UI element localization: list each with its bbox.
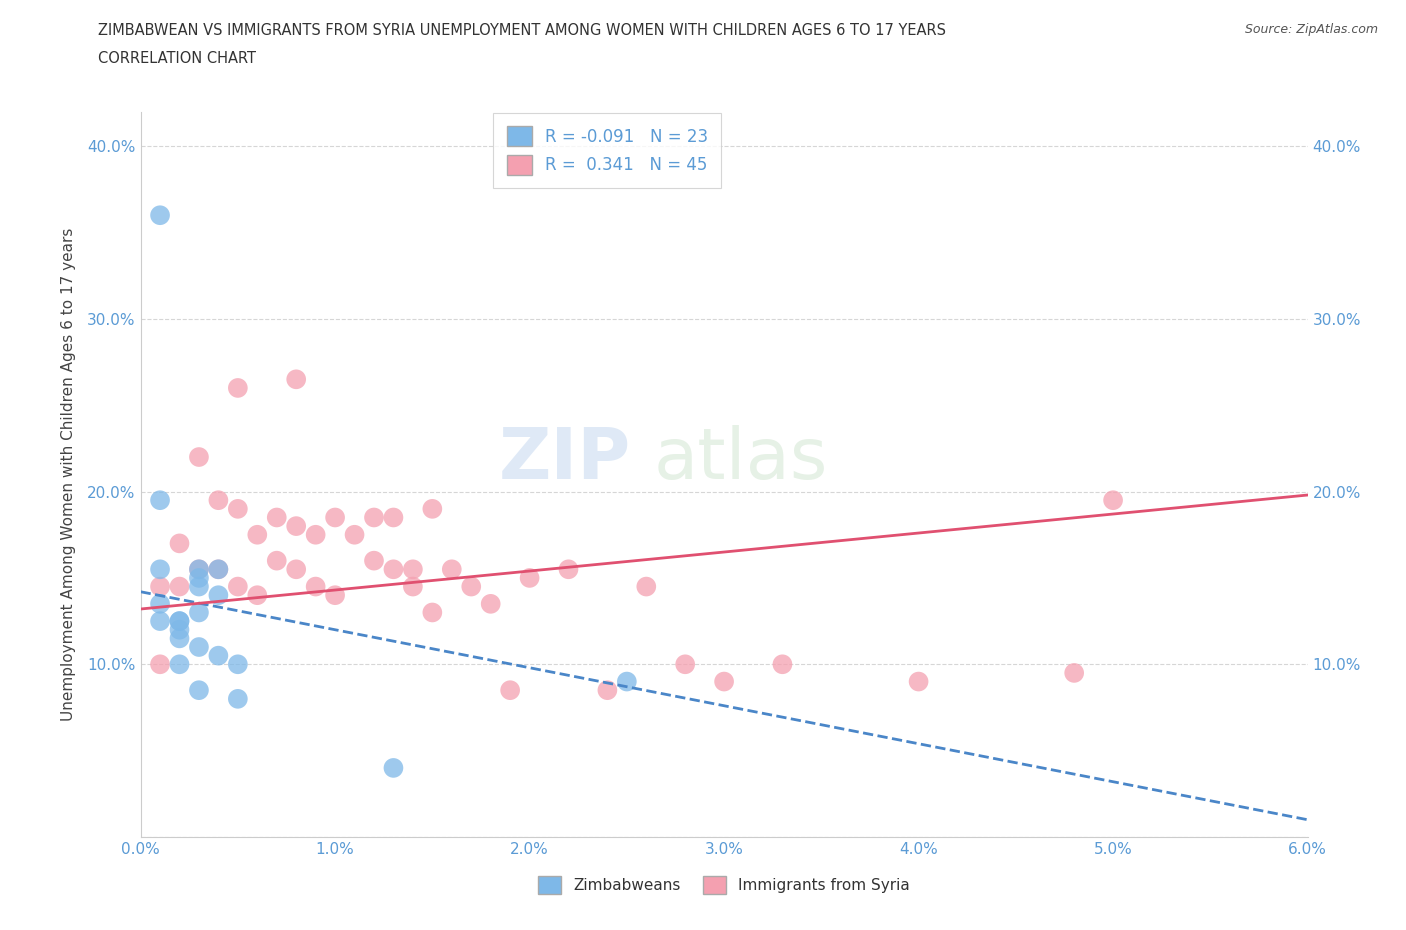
Point <box>188 449 211 464</box>
Point <box>169 614 191 629</box>
Point <box>616 674 638 689</box>
Point <box>323 588 346 603</box>
Point <box>169 631 191 645</box>
Point <box>226 501 249 516</box>
Point <box>169 622 191 637</box>
Point <box>460 579 482 594</box>
Point <box>188 579 211 594</box>
Point <box>402 579 425 594</box>
Point <box>285 519 308 534</box>
Text: ZIMBABWEAN VS IMMIGRANTS FROM SYRIA UNEMPLOYMENT AMONG WOMEN WITH CHILDREN AGES : ZIMBABWEAN VS IMMIGRANTS FROM SYRIA UNEM… <box>98 23 946 38</box>
Point <box>266 553 288 568</box>
Point <box>422 501 444 516</box>
Point <box>169 657 191 671</box>
Point <box>207 588 229 603</box>
Point <box>440 562 463 577</box>
Point <box>266 510 288 525</box>
Text: Source: ZipAtlas.com: Source: ZipAtlas.com <box>1244 23 1378 36</box>
Point <box>149 657 172 671</box>
Point <box>207 562 229 577</box>
Point <box>149 596 172 611</box>
Point <box>226 380 249 395</box>
Point <box>188 683 211 698</box>
Point <box>323 510 346 525</box>
Text: ZIP: ZIP <box>499 425 631 494</box>
Point <box>188 570 211 585</box>
Point <box>305 527 328 542</box>
Point <box>207 493 229 508</box>
Point <box>149 562 172 577</box>
Point <box>149 493 172 508</box>
Point <box>285 372 308 387</box>
Point <box>169 614 191 629</box>
Point <box>636 579 658 594</box>
Point <box>519 570 541 585</box>
Point <box>596 683 619 698</box>
Point <box>246 527 269 542</box>
Point <box>382 510 405 525</box>
Point <box>402 562 425 577</box>
Point <box>246 588 269 603</box>
Point <box>363 510 385 525</box>
Point <box>305 579 328 594</box>
Point <box>907 674 929 689</box>
Point <box>149 207 172 222</box>
Legend: Zimbabweans, Immigrants from Syria: Zimbabweans, Immigrants from Syria <box>530 868 918 902</box>
Point <box>226 691 249 706</box>
Point <box>1063 666 1085 681</box>
Point <box>188 640 211 655</box>
Point <box>149 614 172 629</box>
Point <box>422 605 444 620</box>
Point <box>226 579 249 594</box>
Point <box>557 562 579 577</box>
Text: atlas: atlas <box>654 425 828 494</box>
Text: CORRELATION CHART: CORRELATION CHART <box>98 51 256 66</box>
Point <box>149 579 172 594</box>
Y-axis label: Unemployment Among Women with Children Ages 6 to 17 years: Unemployment Among Women with Children A… <box>60 228 76 721</box>
Point <box>499 683 522 698</box>
Point <box>1102 493 1125 508</box>
Point <box>382 562 405 577</box>
Point <box>713 674 735 689</box>
Point <box>772 657 794 671</box>
Point <box>207 648 229 663</box>
Point <box>188 605 211 620</box>
Point <box>343 527 366 542</box>
Point <box>673 657 696 671</box>
Point <box>188 562 211 577</box>
Point <box>169 536 191 551</box>
Point <box>169 579 191 594</box>
Point <box>207 562 229 577</box>
Point <box>363 553 385 568</box>
Point <box>188 562 211 577</box>
Point <box>285 562 308 577</box>
Point <box>226 657 249 671</box>
Point <box>479 596 502 611</box>
Point <box>382 761 405 776</box>
